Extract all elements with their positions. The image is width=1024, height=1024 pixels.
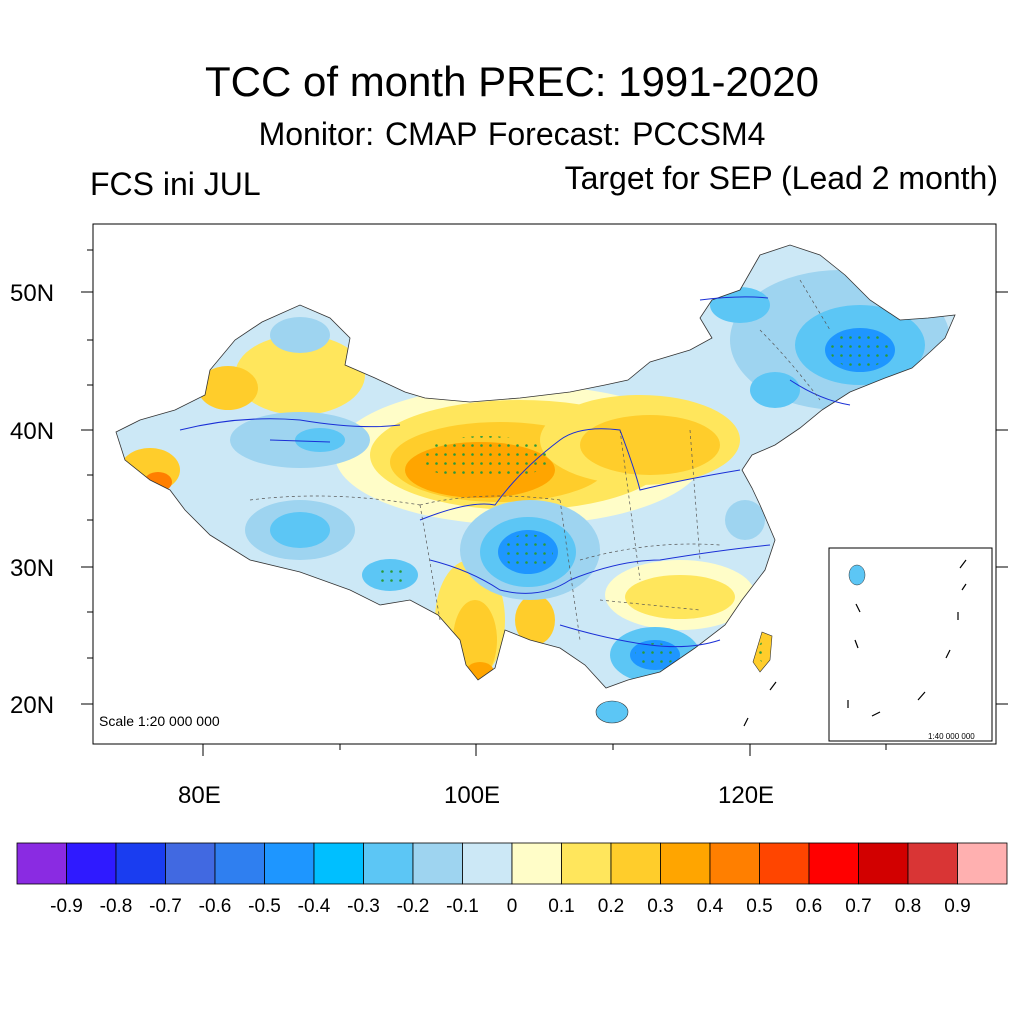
colorbar-swatch	[462, 842, 513, 885]
colorbar-swatch	[957, 842, 1008, 885]
china-outline	[115, 244, 956, 689]
colorbar-tick-label: -0.6	[198, 896, 232, 917]
colorbar-tick-label: 0.6	[795, 896, 823, 917]
colorbar-tick-label: -0.2	[396, 896, 430, 917]
colorbar-swatch	[363, 842, 414, 885]
colorbar-swatch	[907, 842, 958, 885]
colorbar-swatch	[264, 842, 315, 885]
lon-label-80e: 80E	[178, 782, 221, 809]
colorbar-tick-label: 0.9	[944, 896, 971, 917]
lon-label-120e: 120E	[718, 782, 775, 809]
colorbar-swatch	[313, 842, 364, 885]
colorbar-tick-label: 0.2	[597, 896, 625, 917]
colorbar-tick-label: 0.4	[696, 896, 724, 917]
colorbar-tick-label: -0.1	[446, 896, 479, 917]
inset-hainan	[848, 564, 866, 586]
colorbar-tick-label: -0.5	[248, 896, 281, 917]
colorbar-swatch	[709, 842, 760, 885]
colorbar-tick-label: -0.9	[50, 896, 83, 917]
map-subtitle: Monitor: CMAP Forecast: PCCSM4	[258, 116, 766, 152]
target-month-label: Target for SEP (Lead 2 month)	[564, 160, 998, 196]
colorbar-swatch	[115, 842, 166, 885]
colorbar-swatch	[561, 842, 612, 885]
colorbar-swatch	[165, 842, 216, 885]
colorbar	[16, 842, 1008, 885]
lat-label-30n: 30N	[10, 555, 55, 582]
map-title: TCC of month PREC: 1991-2020	[205, 58, 819, 105]
init-month-label: FCS ini JUL	[90, 166, 261, 202]
colorbar-swatch	[511, 842, 562, 885]
colorbar-swatch	[759, 842, 810, 885]
colorbar-tick-label: -0.4	[297, 896, 331, 917]
province-borders	[249, 279, 831, 641]
colorbar-swatch	[858, 842, 909, 885]
colorbar-tick-label: -0.8	[99, 896, 133, 917]
rivers	[179, 296, 851, 648]
colorbar-tick-label: 0.5	[746, 896, 773, 917]
lat-label-20n: 20N	[10, 692, 55, 719]
colorbar-swatch	[66, 842, 117, 885]
colorbar-tick-label: 0.8	[894, 896, 922, 917]
colorbar-tick-label: 0	[506, 896, 518, 917]
colorbar-swatch	[412, 842, 463, 885]
hainan-island	[595, 700, 629, 724]
colorbar-swatch	[660, 842, 711, 885]
nine-dash-line	[743, 559, 967, 727]
colorbar-swatch	[214, 842, 265, 885]
inset-scale-label: 1:40 000 000	[928, 732, 975, 741]
colorbar-swatch	[610, 842, 661, 885]
colorbar-swatch	[808, 842, 859, 885]
axis-ticks	[81, 249, 1008, 756]
colorbar-swatch	[16, 842, 67, 885]
colorbar-tick-label: -0.3	[347, 896, 380, 917]
significance-stipple	[376, 332, 890, 667]
lat-label-40n: 40N	[10, 418, 55, 445]
colorbar-tick-label: 0.3	[647, 896, 674, 917]
colorbar-tick-label: 0.1	[548, 896, 575, 917]
lat-label-50n: 50N	[10, 280, 55, 307]
colorbar-tick-label: -0.7	[149, 896, 182, 917]
scale-label: Scale 1:20 000 000	[99, 713, 220, 729]
colorbar-tick-label: 0.7	[845, 896, 872, 917]
lon-label-100e: 100E	[444, 782, 501, 809]
